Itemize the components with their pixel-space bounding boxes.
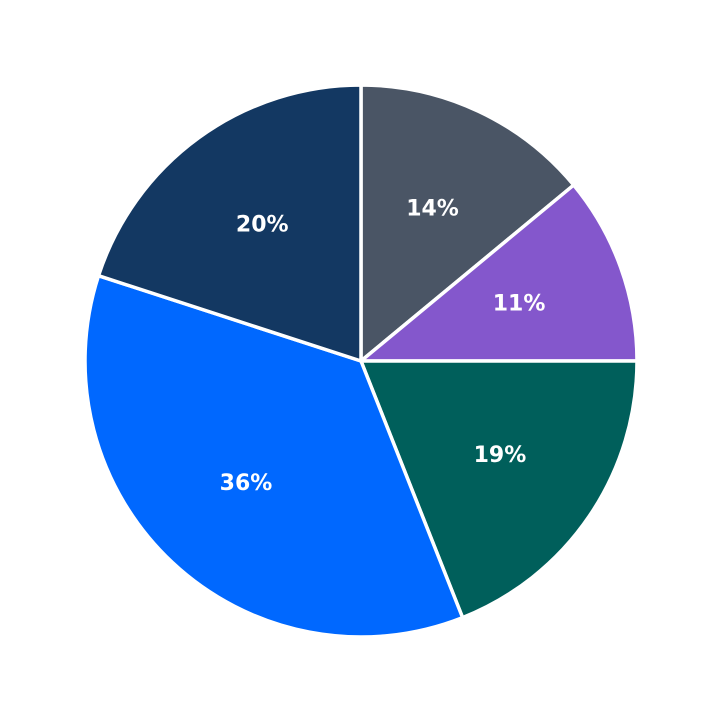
pie-slice-19 [359, 359, 639, 620]
slice-label-20: 20% [236, 213, 289, 238]
pie-slice-14 [359, 83, 576, 363]
pie-slices [83, 83, 639, 639]
slice-label-11: 11% [493, 292, 546, 317]
slice-label-19: 19% [474, 443, 527, 468]
slice-label-36: 36% [220, 471, 273, 496]
slice-label-14: 14% [406, 196, 459, 221]
pie-slice-20 [96, 83, 363, 363]
pie-labels: 14% 11% 19% 36% 20% [220, 196, 546, 495]
pie-slice-11 [359, 183, 639, 363]
pie-slice-36 [83, 273, 465, 639]
